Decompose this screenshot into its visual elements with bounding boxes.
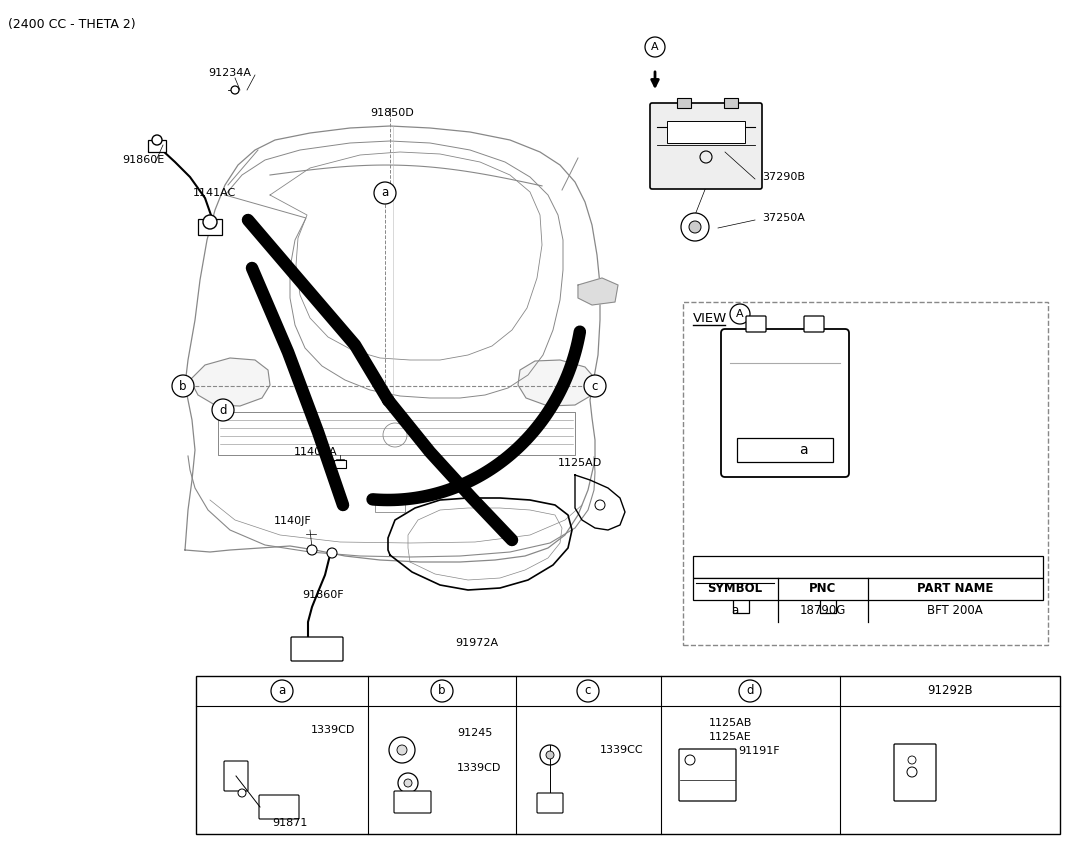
Bar [334, 460, 346, 468]
Text: 1339CD: 1339CD [457, 763, 501, 773]
Text: 91292B: 91292B [927, 684, 973, 698]
Bar [677, 98, 691, 108]
FancyBboxPatch shape [538, 793, 563, 813]
Text: a: a [731, 605, 739, 617]
Text: 1125AD: 1125AD [558, 458, 602, 468]
Circle shape [431, 680, 453, 702]
Circle shape [271, 680, 293, 702]
Text: 1140AA: 1140AA [293, 447, 338, 457]
Text: 91191F: 91191F [739, 746, 779, 756]
Circle shape [739, 680, 761, 702]
Circle shape [374, 182, 396, 204]
Text: 91860F: 91860F [302, 590, 344, 600]
Text: b: b [180, 380, 187, 393]
Text: 91245: 91245 [457, 728, 492, 738]
FancyBboxPatch shape [746, 316, 766, 332]
Text: 18790G: 18790G [800, 605, 846, 617]
Text: 1140JF: 1140JF [274, 516, 312, 526]
Circle shape [540, 745, 560, 765]
Text: 91850D: 91850D [370, 108, 414, 118]
FancyBboxPatch shape [804, 316, 825, 332]
Polygon shape [190, 358, 270, 406]
Text: 1141AC: 1141AC [194, 188, 236, 198]
Text: VIEW: VIEW [693, 312, 728, 325]
Bar [693, 578, 1043, 600]
Text: 1339CC: 1339CC [600, 745, 644, 755]
Circle shape [231, 86, 239, 94]
Circle shape [645, 37, 665, 57]
Text: 1125AB: 1125AB [710, 718, 752, 728]
Circle shape [546, 751, 554, 759]
Bar [375, 500, 405, 512]
Text: c: c [592, 380, 598, 393]
Text: PNC: PNC [809, 583, 836, 595]
FancyBboxPatch shape [395, 791, 431, 813]
Text: PART NAME: PART NAME [917, 583, 993, 595]
Bar [683, 302, 1048, 645]
FancyBboxPatch shape [894, 744, 936, 801]
Circle shape [327, 548, 336, 558]
FancyBboxPatch shape [650, 103, 762, 189]
Circle shape [404, 779, 412, 787]
Text: 91972A: 91972A [455, 638, 498, 648]
Bar [198, 219, 223, 235]
Circle shape [212, 399, 234, 421]
Text: d: d [219, 404, 227, 416]
Text: A: A [736, 309, 744, 319]
Text: 91234A: 91234A [207, 68, 250, 78]
FancyBboxPatch shape [259, 795, 299, 819]
FancyBboxPatch shape [721, 329, 849, 477]
Bar [693, 556, 1043, 578]
Text: (2400 CC - THETA 2): (2400 CC - THETA 2) [8, 18, 135, 31]
Circle shape [680, 213, 710, 241]
Bar [723, 98, 739, 108]
Text: 37290B: 37290B [762, 172, 805, 182]
Text: 1339CD: 1339CD [311, 725, 356, 735]
Text: 1125AE: 1125AE [710, 732, 751, 742]
Circle shape [238, 789, 246, 797]
Circle shape [908, 756, 916, 764]
Bar [666, 121, 745, 143]
Circle shape [152, 135, 162, 145]
Text: 91871: 91871 [272, 818, 307, 828]
Text: 91860E: 91860E [121, 155, 164, 165]
FancyBboxPatch shape [224, 761, 248, 791]
Circle shape [584, 375, 606, 397]
Text: d: d [746, 684, 754, 698]
Circle shape [398, 773, 418, 793]
Text: BFT 200A: BFT 200A [927, 605, 983, 617]
Polygon shape [518, 360, 598, 406]
Text: a: a [382, 187, 389, 199]
Circle shape [685, 755, 696, 765]
Text: 37250A: 37250A [762, 213, 805, 223]
Text: A: A [651, 42, 659, 52]
Circle shape [389, 737, 415, 763]
Circle shape [730, 304, 750, 324]
Bar [196, 676, 1060, 834]
Text: a: a [799, 443, 807, 457]
Circle shape [172, 375, 194, 397]
Bar [737, 438, 833, 462]
Bar [733, 593, 749, 613]
Circle shape [907, 767, 917, 777]
Bar [820, 593, 836, 613]
Polygon shape [578, 278, 618, 305]
Circle shape [397, 745, 407, 755]
FancyBboxPatch shape [291, 637, 343, 661]
Text: b: b [439, 684, 446, 698]
Circle shape [594, 500, 605, 510]
Circle shape [203, 215, 217, 229]
Circle shape [577, 680, 599, 702]
Text: SYMBOL: SYMBOL [707, 583, 762, 595]
Circle shape [307, 545, 317, 555]
Bar [148, 140, 166, 152]
Circle shape [689, 221, 701, 233]
FancyBboxPatch shape [679, 749, 736, 801]
Text: a: a [278, 684, 286, 698]
Text: c: c [585, 684, 591, 698]
